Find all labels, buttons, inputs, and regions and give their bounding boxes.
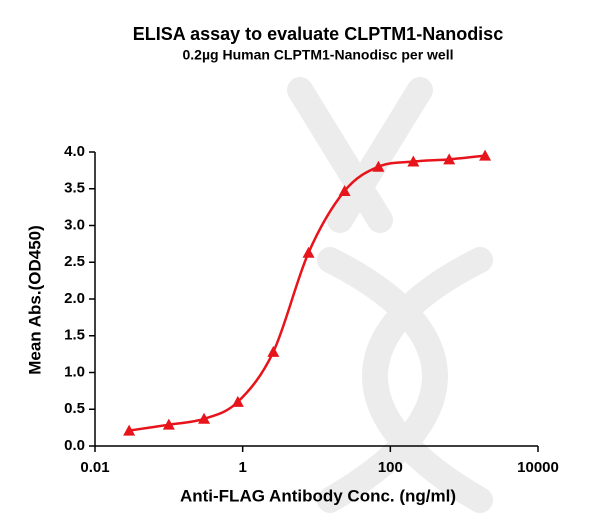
data-point: [407, 155, 420, 167]
data-point: [162, 418, 175, 430]
y-tick-label: 1.0: [64, 363, 85, 380]
x-tick-label: 10000: [517, 459, 559, 476]
y-tick-label: 3.5: [64, 180, 85, 197]
y-tick-label: 2.0: [64, 290, 85, 307]
data-point: [338, 184, 351, 196]
y-tick-label: 4.0: [64, 143, 85, 160]
y-tick-label: 1.5: [64, 327, 85, 344]
y-tick-label: 2.5: [64, 253, 85, 270]
data-point: [231, 395, 244, 407]
chart-subtitle: 0.2µg Human CLPTM1-Nanodisc per well: [182, 47, 453, 63]
data-point: [198, 412, 211, 424]
x-tick-label: 1: [238, 459, 246, 476]
chart-title: ELISA assay to evaluate CLPTM1-Nanodisc: [133, 24, 503, 44]
x-tick-label: 0.01: [80, 459, 109, 476]
x-axis-label: Anti-FLAG Antibody Conc. (ng/ml): [180, 486, 456, 505]
data-point: [302, 246, 315, 258]
data-point: [443, 153, 456, 165]
data-point: [123, 424, 136, 436]
x-tick-label: 100: [378, 459, 403, 476]
y-axis-label: Mean Abs.(OD450): [25, 225, 44, 375]
y-tick-label: 0.5: [64, 400, 85, 417]
data-point: [372, 160, 385, 172]
data-point: [479, 149, 492, 161]
y-tick-label: 0.0: [64, 437, 85, 454]
watermark: [287, 77, 493, 513]
data-point: [267, 345, 280, 357]
y-tick-label: 3.0: [64, 216, 85, 233]
